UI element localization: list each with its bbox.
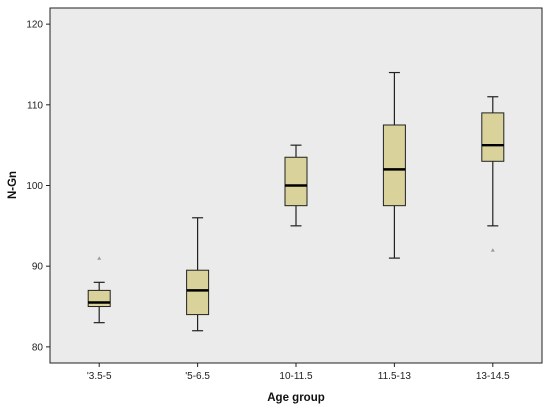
y-axis-title: N-Gn [7, 171, 19, 199]
x-axis: '3.5-5 '5-6.5 10-11.5 11.5-13 13-14.5 [87, 363, 510, 382]
x-tick-label: 10-11.5 [279, 371, 313, 382]
x-axis-title: Age group [267, 392, 325, 404]
outlier-point [490, 248, 495, 252]
x-tick-label: 13-14.5 [476, 371, 510, 382]
y-tick-label: 90 [32, 262, 44, 273]
outlier-point [97, 256, 102, 260]
box-group [87, 256, 111, 324]
iqr-box [284, 156, 308, 207]
y-tick-label: 110 [27, 100, 43, 111]
iqr-box [481, 112, 505, 162]
y-tick-label: 80 [32, 342, 44, 353]
y-axis: 80 90 100 110 120 [26, 20, 50, 353]
box-group [186, 217, 210, 332]
box-group [382, 71, 406, 259]
iqr-box [186, 269, 210, 316]
iqr-box [87, 289, 111, 308]
x-tick-label: '5-6.5 [185, 371, 210, 382]
y-tick-label: 120 [26, 20, 43, 31]
x-tick-label: 11.5-13 [378, 371, 412, 382]
box-group [481, 96, 505, 252]
box-group [284, 144, 308, 227]
boxes [87, 71, 505, 332]
y-tick-label: 100 [26, 181, 43, 192]
iqr-box [382, 124, 406, 207]
x-tick-label: '3.5-5 [87, 371, 112, 382]
